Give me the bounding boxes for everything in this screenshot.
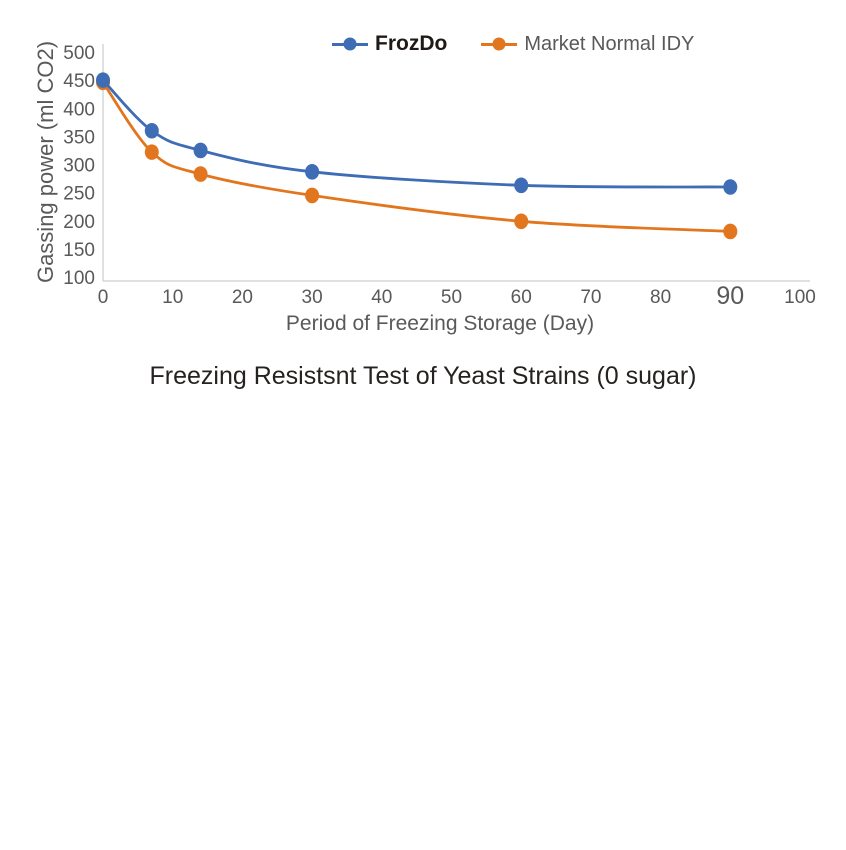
data-point-marker-frozdo [193, 142, 208, 159]
chart-0-sugar: FrozDo Market Normal IDY Gassing power (… [0, 0, 846, 400]
x-tick-label: 100 [784, 287, 816, 308]
legend-item-frozdo: FrozDo [332, 32, 447, 56]
data-point-marker-frozdo [723, 179, 738, 195]
frozdo-line-marker-icon [332, 37, 368, 51]
x-axis-title: Period of Freezing Storage (Day) [285, 312, 595, 335]
legend-label-frozdo: FrozDo [375, 32, 448, 55]
y-tick-label: 500 [63, 43, 95, 64]
x-tick-label: 70 [580, 287, 601, 308]
chart-20pct-sugar: FrozDo Market Normal IDY Gassing power (… [0, 425, 846, 850]
x-tick-label: 0 [98, 287, 109, 308]
x-tick-label: 30 [302, 287, 323, 308]
x-tick-label: 50 [441, 287, 462, 308]
y-tick-label: 200 [63, 212, 95, 233]
plot-area-0-sugar: 100 150 200 250 300 350 400 450 500 0 10 20 30 40 50 60… [63, 43, 816, 310]
y-tick-label: 250 [63, 184, 95, 205]
data-point-marker-frozdo [305, 164, 320, 180]
data-point-marker-frozdo [514, 177, 529, 194]
y-axis-title: Gassing power (ml CO2) [33, 40, 58, 284]
legend: FrozDo Market Normal IDY [332, 32, 694, 56]
data-point-marker-market_normal_idy [144, 144, 159, 160]
data-point-marker-market_normal_idy [305, 187, 320, 204]
data-point-marker-market_normal_idy [193, 166, 208, 182]
data-point-marker-frozdo [144, 122, 159, 139]
data-point-marker-frozdo [96, 72, 110, 88]
y-tick-label: 400 [63, 99, 95, 120]
legend-label-market-normal-idy: Market Normal IDY [524, 32, 695, 55]
x-tick-label: 40 [371, 287, 392, 308]
chart-title-0-sugar: Freezing Resistsnt Test of Yeast Strains… [149, 362, 697, 390]
y-tick-label: 300 [63, 156, 95, 177]
market-line-marker-icon [481, 37, 518, 51]
legend-item-market-normal-idy: Market Normal IDY [481, 33, 694, 56]
x-tick-label: 90 [716, 282, 744, 310]
y-tick-label: 450 [63, 71, 95, 92]
x-tick-label: 80 [650, 287, 671, 308]
x-tick-label: 20 [232, 287, 253, 308]
y-tick-label: 350 [63, 127, 95, 148]
x-tick-label: 10 [162, 287, 183, 308]
data-point-marker-market_normal_idy [514, 213, 529, 230]
data-point-marker-market_normal_idy [723, 223, 738, 240]
y-tick-label: 100 [63, 268, 95, 289]
y-tick-label: 150 [63, 240, 95, 261]
x-tick-label: 60 [511, 287, 532, 308]
